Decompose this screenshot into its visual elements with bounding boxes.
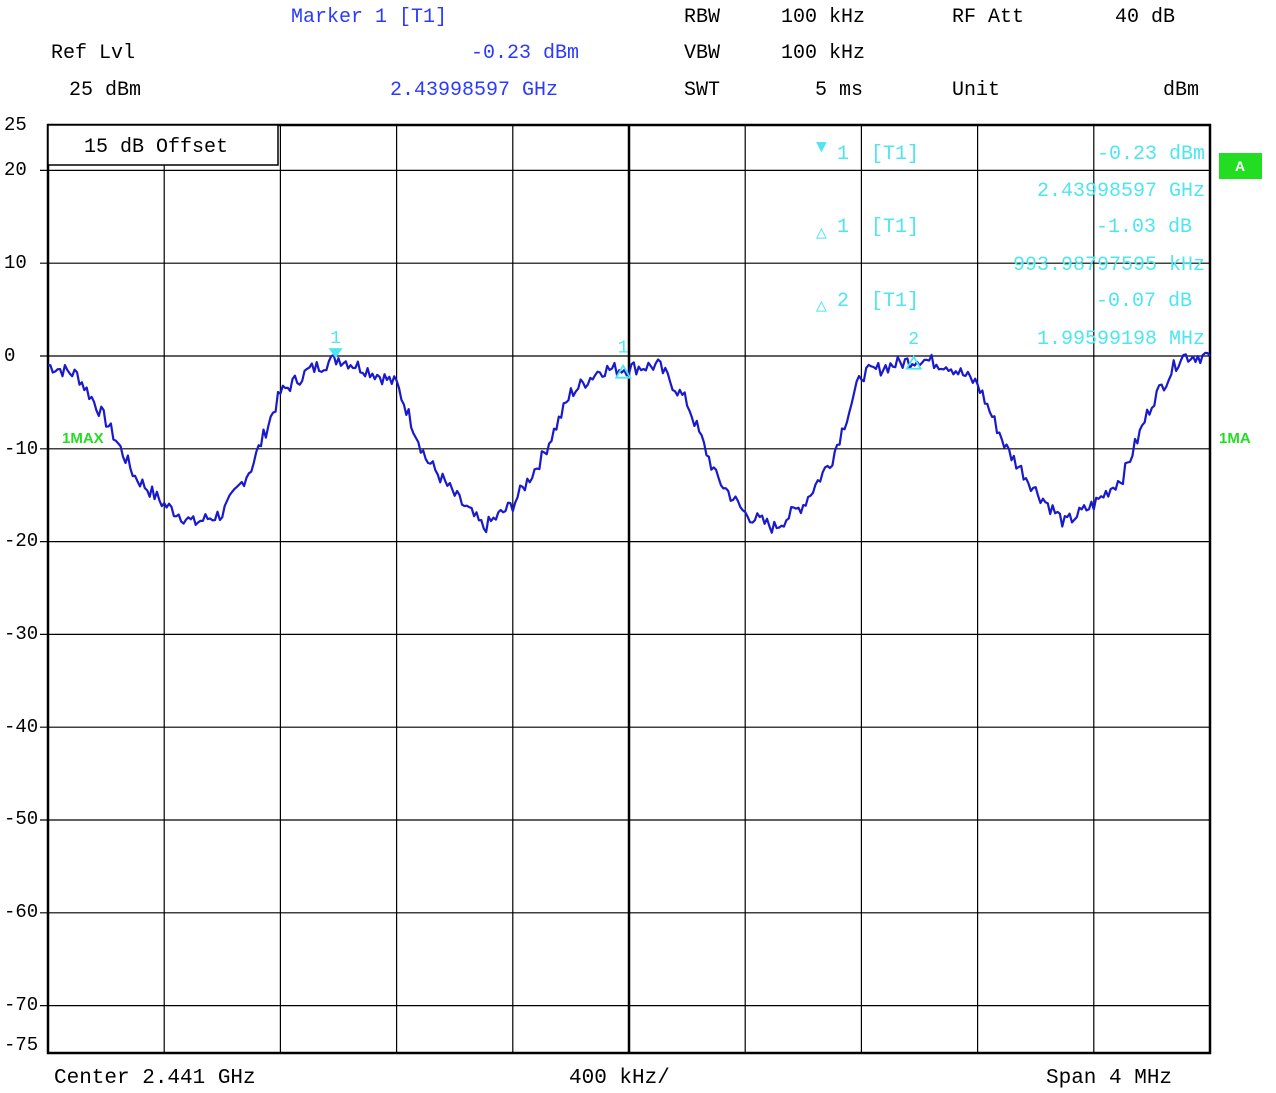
delta-1-freq: 993.98797595 kHz	[1013, 254, 1205, 277]
marker-1-symbol: ▼	[816, 138, 827, 158]
rbw-label: RBW	[684, 6, 721, 29]
y-tick-label: -60	[4, 901, 39, 923]
center-frequency: Center 2.441 GHz	[54, 1067, 256, 1090]
marker-1-index: 1	[837, 143, 849, 166]
y-tick-label: -70	[4, 994, 39, 1016]
plot-frame	[46, 123, 1212, 1055]
trace-1-line	[47, 351, 1211, 534]
marker-label: 2	[908, 330, 919, 350]
delta-2-freq: 1.99599198 MHz	[1037, 328, 1205, 351]
y-tick-label: 20	[4, 159, 27, 181]
rf-att-value: 40 dB	[1115, 6, 1176, 29]
span-value: Span 4 MHz	[1046, 1067, 1173, 1090]
per-division: 400 kHz/	[569, 1067, 670, 1090]
delta-2-value: -0.07 dB	[1096, 290, 1192, 313]
marker-1-trace: [T1]	[871, 143, 919, 166]
marker-point	[328, 348, 343, 359]
trace-label-right: 1MA	[1219, 430, 1251, 447]
marker-layer: 1 1 2	[328, 329, 923, 379]
trace-layer	[47, 351, 1211, 534]
delta-2-trace: [T1]	[871, 290, 919, 313]
y-tick-label: 25	[4, 114, 27, 136]
y-tick-label: 10	[4, 252, 27, 274]
vbw-value: 100 kHz	[781, 42, 866, 65]
vbw-label: VBW	[684, 42, 721, 65]
swt-label: SWT	[684, 79, 721, 102]
y-tick-label: -30	[4, 623, 39, 645]
plot-grid	[40, 125, 1210, 1053]
ref-lvl-value: 25 dBm	[69, 79, 142, 102]
offset-box	[47, 124, 279, 166]
delta-2-index: 2	[837, 290, 849, 313]
y-tick-label: 0	[4, 345, 16, 367]
delta-1-index: 1	[837, 216, 849, 239]
rf-att-label: RF Att	[952, 6, 1025, 29]
trace-label-left: 1MAX	[62, 430, 104, 447]
unit-label: Unit	[952, 79, 1001, 102]
delta-marker-point	[614, 363, 632, 379]
marker-1-value: -0.23 dBm	[1097, 143, 1205, 166]
delta-1-value: -1.03 dB	[1096, 216, 1192, 239]
swt-value: 5 ms	[815, 79, 864, 102]
delta-1-symbol: △	[816, 224, 827, 244]
trace-a-tag[interactable]	[1219, 153, 1262, 179]
delta-marker-point	[905, 354, 923, 370]
ref-lvl-label: Ref Lvl	[51, 42, 136, 65]
trace-a-tag-label: A	[1235, 158, 1245, 174]
y-tick-label: -50	[4, 808, 39, 830]
marker-level: -0.23 dBm	[471, 42, 580, 65]
delta-1-trace: [T1]	[871, 216, 919, 239]
delta-2-symbol: △	[816, 297, 827, 317]
y-tick-label: -20	[4, 530, 39, 552]
y-tick-label: -10	[4, 438, 39, 460]
marker-label: 1	[618, 339, 629, 359]
y-tick-label: -40	[4, 716, 39, 738]
y-tick-label: -75	[4, 1034, 39, 1056]
marker-frequency: 2.43998597 GHz	[390, 79, 559, 102]
offset-text: 15 dB Offset	[84, 136, 228, 159]
unit-value: dBm	[1163, 79, 1200, 102]
marker-title: Marker 1 [T1]	[291, 6, 448, 29]
marker-label: 1	[330, 329, 341, 349]
marker-1-freq: 2.43998597 GHz	[1037, 180, 1205, 203]
rbw-value: 100 kHz	[781, 6, 866, 29]
